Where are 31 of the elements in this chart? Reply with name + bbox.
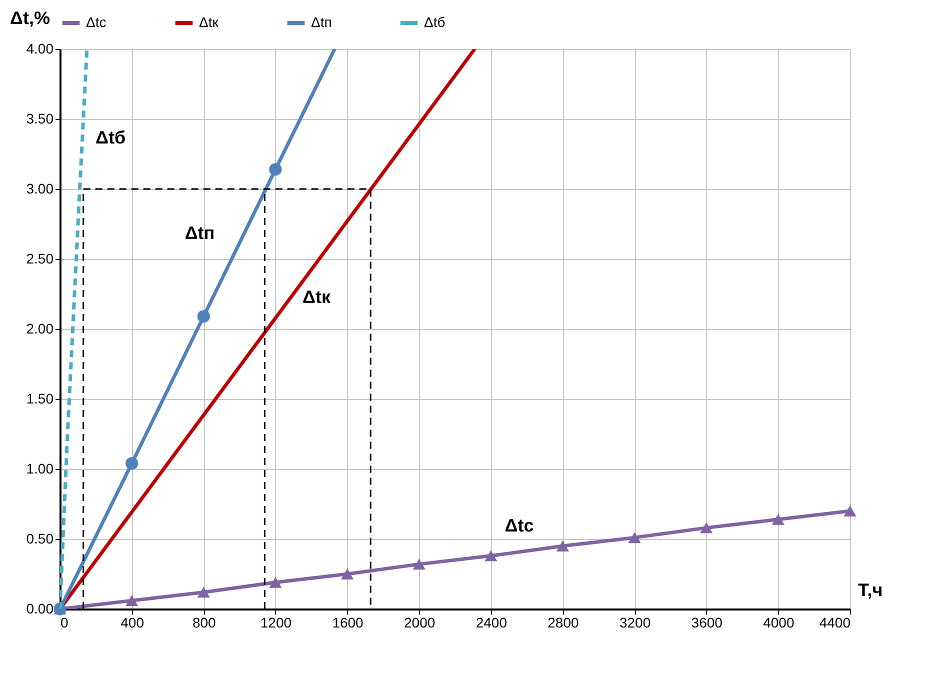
- y-tick-label: 1.00: [26, 460, 54, 476]
- annotation: Δtб: [96, 128, 126, 148]
- x-tick-label: 2800: [548, 614, 580, 630]
- x-tick-label: 4400: [819, 614, 851, 630]
- y-tick-label: 3.00: [26, 180, 54, 196]
- y-tick-label: 3.50: [26, 110, 54, 126]
- y-tick-label: 2.50: [26, 250, 54, 266]
- y-tick-label: 1.50: [26, 390, 54, 406]
- x-tick-label: 1600: [332, 614, 364, 630]
- legend-label: Δtп: [311, 14, 332, 30]
- x-tick-label: 400: [120, 614, 144, 630]
- annotation: Δtк: [302, 287, 332, 308]
- y-tick-label: 2.00: [26, 320, 54, 336]
- x-tick-label: 4000: [763, 614, 794, 630]
- legend-label: Δtб: [424, 14, 446, 30]
- x-tick-label: 1200: [260, 614, 292, 630]
- x-axis-title: Т,ч: [858, 580, 883, 600]
- legend-label: Δtк: [199, 14, 220, 30]
- x-tick-label: 3200: [619, 614, 651, 630]
- y-tick-label: 4.00: [26, 40, 54, 56]
- x-tick-label: 3600: [691, 614, 723, 630]
- x-tick-label: 0: [60, 614, 68, 630]
- x-tick-label: 800: [192, 614, 216, 630]
- y-tick-label: 0.00: [26, 600, 54, 616]
- x-tick-label: 2400: [476, 614, 508, 630]
- annotation: Δtп: [184, 222, 215, 243]
- legend-label: Δtc: [86, 14, 106, 30]
- annotation: Δtc: [504, 516, 534, 536]
- y-axis-title: Δt,%: [10, 8, 50, 28]
- x-tick-label: 2000: [404, 614, 436, 630]
- y-tick-label: 0.50: [26, 530, 54, 546]
